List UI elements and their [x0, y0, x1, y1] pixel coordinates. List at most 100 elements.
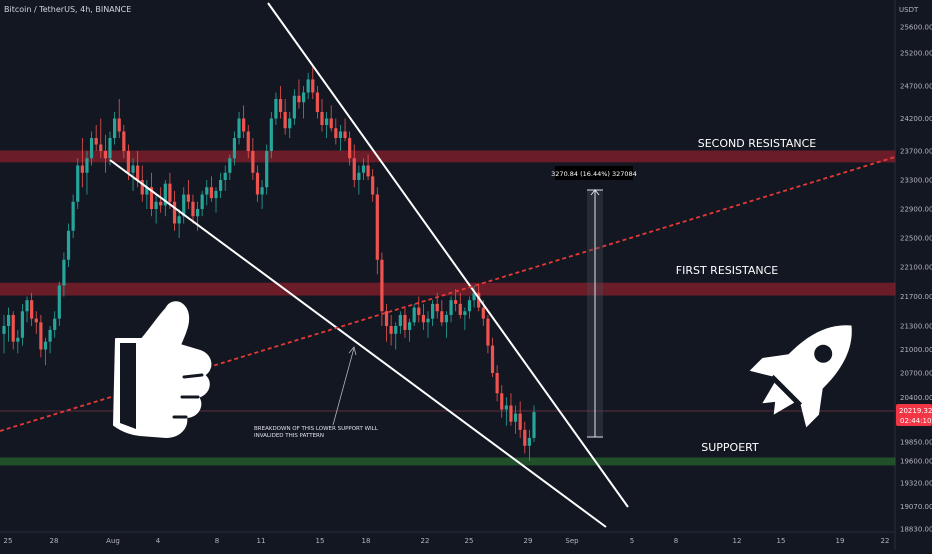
candle-body [348, 138, 352, 159]
y-tick-label: 21700.00 [900, 293, 932, 301]
y-tick-label: 24200.00 [900, 115, 932, 123]
y-tick-label: 20400.00 [900, 394, 932, 402]
symbol-title: Bitcoin / TetherUS, 4h, BINANCE [4, 5, 131, 14]
candle-body [454, 300, 458, 304]
zone-0[interactable] [0, 150, 896, 163]
candle-body [518, 413, 522, 430]
candle-body [463, 311, 467, 315]
candle-body [89, 138, 94, 159]
y-tick-label: 25600.00 [900, 24, 932, 32]
candle-body [159, 201, 163, 206]
candle-body [467, 300, 472, 312]
candle-body [278, 99, 283, 112]
candle-body [11, 314, 15, 342]
annotation-text: BREAKDOWN OF THIS LOWER SUPPORT WILL INVA… [254, 426, 379, 439]
candle-body [163, 183, 167, 206]
candle-body [25, 300, 29, 312]
candle-body [2, 326, 6, 334]
y-tick-label: 19850.00 [900, 439, 932, 447]
x-tick-label: 25 [465, 537, 474, 545]
candle-body [398, 314, 402, 326]
candle-body [509, 405, 513, 422]
candle-body [412, 307, 416, 323]
candle-body [191, 201, 195, 217]
candle-body [371, 176, 375, 195]
y-tick-label: 25200.00 [900, 50, 932, 58]
upper-trendline[interactable] [267, 2, 629, 508]
y-tick-label: 23300.00 [900, 177, 932, 185]
candle-body [375, 194, 379, 260]
candle-body [500, 393, 504, 410]
x-tick-label: 4 [156, 537, 161, 545]
y-tick-label: 24700.00 [900, 83, 932, 91]
x-tick-label: 22 [881, 537, 890, 545]
x-axis[interactable]: 25 28 Aug 4 8 11 15 18 22 25 29 Sep 5 8 12 15 19 22 [4, 537, 890, 545]
candle-body [357, 172, 361, 180]
x-tick-label: 15 [777, 537, 786, 545]
candle-body [458, 303, 462, 315]
candle-body [113, 118, 117, 138]
zone-1[interactable] [0, 282, 896, 296]
zone-label-0: SECOND RESISTANCE [698, 137, 817, 150]
x-tick-label: 5 [630, 537, 634, 545]
x-tick-label: 8 [674, 537, 678, 545]
candle-body [71, 201, 75, 231]
measurement-tool[interactable]: 3270.84 (16.44%) 327084 [551, 166, 637, 438]
y-tick-label: 19070.00 [900, 503, 932, 511]
candle-body [260, 187, 264, 195]
candle-body [200, 194, 204, 209]
candle-body [108, 138, 112, 159]
y-axis[interactable]: 25600.00 25200.00 24700.00 24200.00 23700.00… [900, 24, 932, 534]
candle-body [140, 180, 144, 195]
candle-body [486, 318, 490, 346]
candle-body [297, 95, 301, 103]
candle-body [117, 118, 121, 132]
candle-body [389, 326, 393, 334]
candle-body [444, 314, 449, 323]
candle-body [301, 92, 306, 103]
y-tick-label: 22500.00 [900, 235, 932, 243]
candle-body [76, 165, 80, 202]
candle-body [440, 311, 444, 323]
candle-body [122, 131, 126, 151]
zone-2[interactable] [0, 457, 896, 466]
candle-body [384, 311, 389, 326]
candle-body [403, 314, 407, 330]
candle-body [182, 194, 186, 217]
candle-body [288, 118, 292, 129]
thumbs-up-icon [113, 301, 212, 438]
candle-body [504, 405, 508, 410]
current-price-badge: 20219.32 02:44:10 [896, 404, 932, 426]
candle-body [523, 429, 527, 446]
x-tick-label: 19 [836, 537, 845, 545]
candle-body [417, 307, 421, 315]
candle-body [246, 131, 250, 151]
candle-body [214, 190, 218, 199]
candle-body [66, 230, 71, 260]
candle-body [311, 79, 315, 93]
currency-label: USDT [899, 6, 919, 14]
y-tick-label: 22900.00 [900, 206, 932, 214]
x-tick-label: 29 [524, 537, 533, 545]
candle-body [306, 79, 310, 93]
candle-body [145, 187, 149, 195]
y-tick-label: 21300.00 [900, 323, 932, 331]
candle-body [361, 165, 366, 173]
candle-body [228, 158, 232, 173]
candle-body [126, 151, 131, 173]
candle-body [380, 259, 384, 312]
x-tick-label: 25 [4, 537, 13, 545]
lower-trendline[interactable] [109, 159, 607, 528]
candle-body [186, 194, 190, 202]
y-tick-label: 18830.00 [900, 526, 932, 534]
y-tick-label: 19600.00 [900, 458, 932, 466]
candle-body [39, 322, 43, 350]
candle-body [209, 187, 213, 199]
candle-body [255, 172, 260, 195]
candle-body [320, 112, 324, 125]
candle-body [48, 329, 52, 342]
candle-body [172, 201, 177, 224]
annotation-arrow [332, 346, 357, 426]
